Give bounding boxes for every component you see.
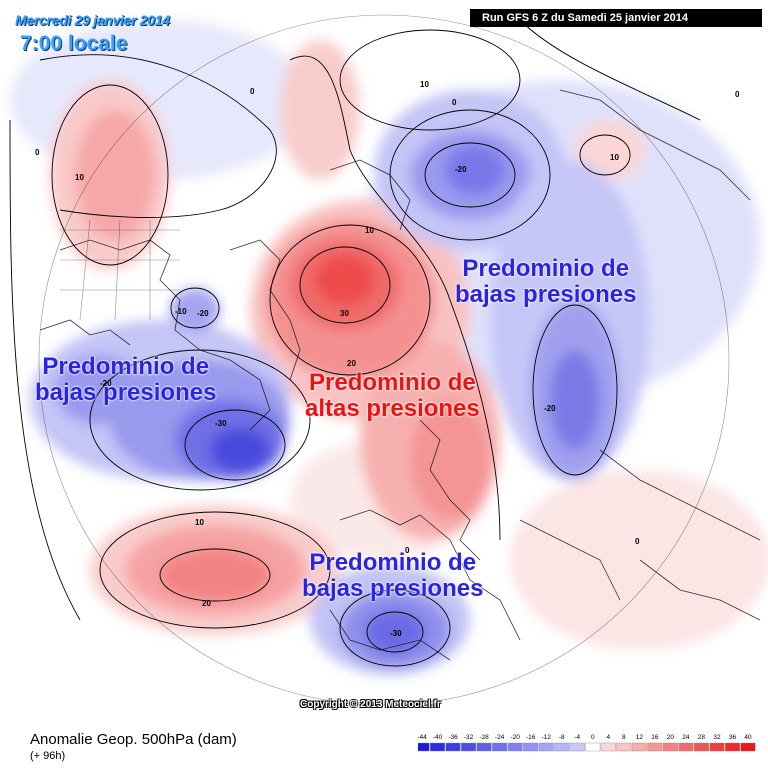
contour-label: 0 [405, 546, 410, 555]
legend-tick-label: -32 [464, 734, 474, 741]
legend-tick-label: 28 [698, 734, 706, 741]
legend-swatch [507, 742, 523, 752]
high-pressure-label: Predominio de altas presiones [305, 369, 480, 422]
contour-label: -30 [215, 419, 227, 428]
map-title: Anomalie Geop. 500hPa (dam) [30, 731, 237, 748]
contour-label: 0 [250, 87, 255, 96]
legend-swatch [725, 742, 740, 752]
legend-swatch [631, 742, 647, 752]
forecast-date: Mercredi 29 janvier 2014 [15, 12, 170, 28]
legend-tick-label: -4 [574, 734, 580, 741]
contour-label: 10 [610, 153, 619, 162]
legend-tick-label: 32 [713, 734, 721, 741]
legend-swatch [616, 742, 632, 752]
legend-swatch [662, 742, 678, 752]
legend-swatch [678, 742, 694, 752]
contour-label: 10 [365, 226, 374, 235]
legend-tick-label: 8 [622, 734, 626, 741]
legend-swatch [709, 742, 725, 752]
legend-tick-label: -40 [433, 734, 443, 741]
contours [9, 19, 701, 667]
contour-label: 10 [195, 518, 204, 527]
low-pressure-label-south: Predominio de bajas presiones [302, 549, 484, 602]
legend-tick-label: -36 [448, 734, 458, 741]
legend-swatch [461, 742, 477, 752]
legend-tick-label: 0 [591, 734, 595, 741]
contour-labels: 10 0 10 0 -20 10 10 -10 -20 30 20 -20 -3… [35, 80, 740, 638]
contour-label: 0 [635, 537, 640, 546]
contour-label: -10 [175, 307, 187, 316]
color-legend: -44 -40 -36 -32 -28 -24 -20 -16 -12 -8 -4 0 4 8 12 16 20… [418, 734, 756, 752]
forecast-range: (+ 96h) [30, 750, 66, 762]
legend-tick-label: 12 [636, 734, 644, 741]
legend-tick-label: -16 [526, 734, 536, 741]
legend-tick-label: 4 [606, 734, 610, 741]
legend-tick-label: -8 [559, 734, 565, 741]
legend-tick-label: -28 [479, 734, 489, 741]
run-info: Run GFS 6 Z du Samedi 25 janvier 2014 [470, 9, 762, 27]
anomaly-map: 10 0 10 0 -20 10 10 -10 -20 30 20 -20 -3… [9, 14, 768, 706]
legend-swatch [647, 742, 663, 752]
legend-swatch [693, 742, 709, 752]
anomaly-field [10, 20, 768, 675]
legend-swatch [476, 742, 492, 752]
forecast-time: 7:00 locale [20, 32, 128, 55]
legend-swatch [538, 742, 554, 752]
legend-tick-label: 20 [667, 734, 675, 741]
legend-swatch [445, 742, 461, 752]
legend-tick-label: -44 [418, 734, 427, 741]
legend-swatch [430, 742, 445, 752]
contour-label: 10 [420, 80, 429, 89]
legend-swatch [492, 742, 508, 752]
copyright: Copyright © 2013 Meteociel.fr [300, 699, 441, 710]
legend-tick-label: -20 [510, 734, 520, 741]
legend-swatch [740, 742, 756, 752]
contour-label: 10 [75, 173, 84, 182]
legend-swatch [600, 742, 616, 752]
legend-swatch [554, 742, 570, 752]
legend-tick-label: 24 [682, 734, 690, 741]
legend-swatch [523, 742, 539, 752]
contour-label: 0 [452, 98, 457, 107]
graticule [38, 14, 730, 706]
contour-label: 30 [340, 309, 349, 318]
contour-label: -20 [100, 379, 112, 388]
legend-swatch [418, 742, 430, 752]
contour-label: -30 [390, 629, 402, 638]
legend-swatch [585, 742, 601, 752]
contour-label: 20 [347, 359, 356, 368]
contour-label: 0 [35, 148, 40, 157]
low-pressure-label-west: Predominio de bajas presiones [35, 353, 217, 406]
legend-tick-label: 36 [729, 734, 737, 741]
contour-label: -20 [455, 165, 467, 174]
legend-tick-label: 40 [744, 734, 752, 741]
legend-tick-label: -24 [495, 734, 505, 741]
contour-label: 0 [735, 90, 740, 99]
contour-label: -20 [544, 404, 556, 413]
legend-swatch [569, 742, 585, 752]
contour-label: -20 [197, 309, 209, 318]
low-pressure-label-east: Predominio de bajas presiones [455, 255, 637, 308]
coastlines [39, 89, 761, 661]
legend-tick-label: -12 [541, 734, 551, 741]
legend-tick-label: 16 [651, 734, 659, 741]
contour-label: 20 [202, 599, 211, 608]
